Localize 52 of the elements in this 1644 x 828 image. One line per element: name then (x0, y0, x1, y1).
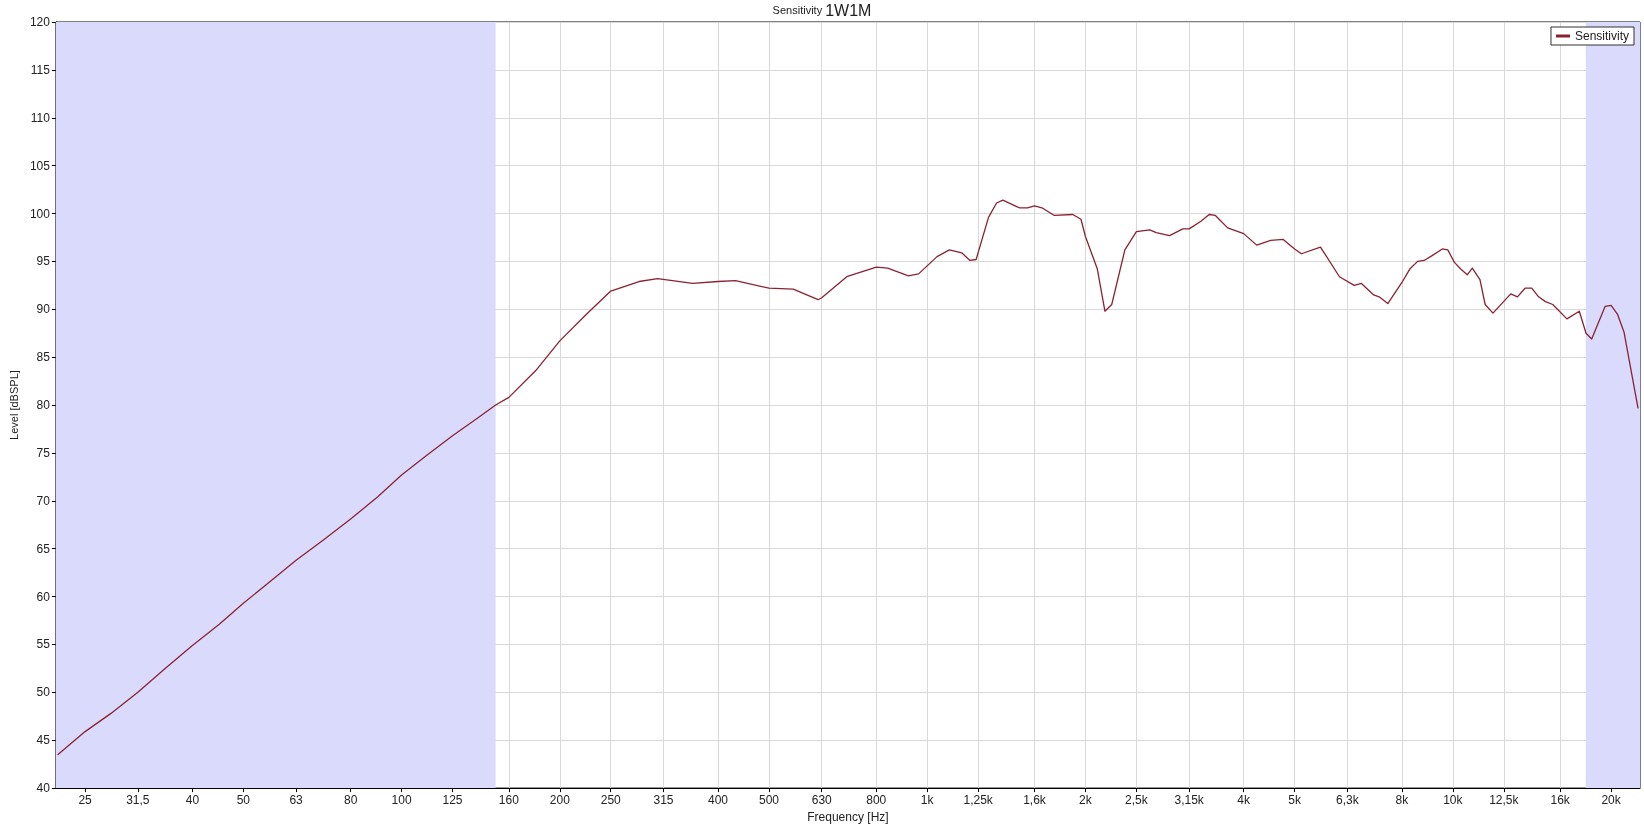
legend-label: Sensitivity (1574, 29, 1630, 43)
y-tick-label: 65 (36, 541, 51, 556)
x-tick-label: 20k (1601, 793, 1622, 808)
x-tick-label: 1,6k (1023, 793, 1047, 808)
x-tick-label: 6,3k (1336, 793, 1360, 808)
x-tick-label: 160 (498, 793, 520, 808)
x-tick-label: 16k (1550, 793, 1571, 808)
x-tick-label: 2k (1079, 793, 1093, 808)
x-tick-label: 500 (758, 793, 780, 808)
y-tick-label: 110 (30, 110, 51, 125)
x-tick-label: 50 (236, 793, 251, 808)
y-tick-label: 105 (29, 158, 51, 173)
x-tick-label: 1k (920, 793, 935, 808)
x-tick-label: 400 (708, 793, 729, 808)
x-tick-label: 40 (185, 793, 200, 808)
x-tick-label: 8k (1395, 793, 1410, 808)
y-tick-label: 75 (36, 445, 51, 460)
y-tick-label: 50 (36, 685, 51, 700)
x-tick-label: 25 (78, 793, 93, 808)
x-tick-label: 1,25k (963, 793, 994, 808)
x-axis-title: Frequency [Hz] (807, 810, 889, 824)
x-tick-label: 200 (549, 793, 571, 808)
x-tick-label: 4k (1237, 793, 1252, 808)
y-tick-label: 90 (36, 302, 51, 317)
x-tick-label: 3,15k (1174, 793, 1205, 808)
x-tick-label: 5k (1288, 793, 1302, 808)
x-tick-label: 63 (289, 793, 304, 808)
y-tick-label: 40 (36, 781, 51, 796)
chart-title: Sensitivity (772, 4, 826, 16)
x-tick-label: 100 (391, 793, 412, 808)
y-tick-label: 100 (29, 206, 51, 221)
x-tick-label: 250 (600, 793, 622, 808)
y-tick-label: 55 (36, 637, 51, 652)
x-tick-label: 10k (1443, 793, 1464, 808)
y-tick-label: 95 (36, 254, 51, 269)
x-tick-label: 315 (653, 793, 674, 808)
x-tick-label: 630 (811, 793, 833, 808)
y-tick-label: 60 (36, 589, 51, 604)
y-tick-label: 70 (36, 493, 51, 508)
y-axis-title: Level [dBSPL] (7, 370, 20, 440)
x-tick-label: 800 (866, 793, 887, 808)
x-tick-label: 125 (442, 793, 463, 808)
x-tick-label: 80 (343, 793, 358, 808)
y-tick-label: 45 (36, 733, 51, 748)
y-tick-label: 85 (36, 350, 51, 365)
y-tick-label: 80 (36, 398, 51, 413)
y-tick-label: 115 (30, 62, 51, 77)
x-tick-label: 12,5k (1489, 793, 1520, 808)
chart-subtitle: 1W1M (825, 1, 872, 19)
x-tick-label: 2,5k (1125, 793, 1149, 808)
x-tick-label: 31,5 (126, 793, 150, 808)
y-tick-label: 120 (29, 15, 51, 29)
